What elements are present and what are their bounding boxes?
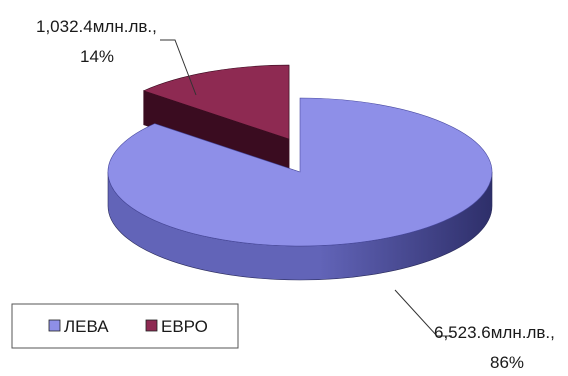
data-label-leva-percent: 86%: [490, 353, 524, 372]
leader-line-leva: [394, 289, 452, 337]
legend: ЛЕВА ЕВРО: [11, 303, 239, 349]
data-label-evro-value: 1,032.4млн.лв.,: [36, 17, 157, 36]
data-label-evro-percent: 14%: [80, 47, 114, 66]
pie-slice-evro: [142, 64, 290, 140]
data-label-leva-value: 6,523.6млн.лв.,: [434, 323, 555, 342]
legend-swatch-evro: [145, 319, 158, 332]
pie-tops: [107, 64, 493, 247]
legend-swatch-leva: [48, 319, 61, 332]
legend-label-leva: ЛЕВА: [64, 317, 109, 336]
leader-line-evro: [160, 39, 197, 96]
pie-slice-leva: [107, 97, 493, 247]
legend-label-evro: ЕВРО: [161, 317, 208, 336]
